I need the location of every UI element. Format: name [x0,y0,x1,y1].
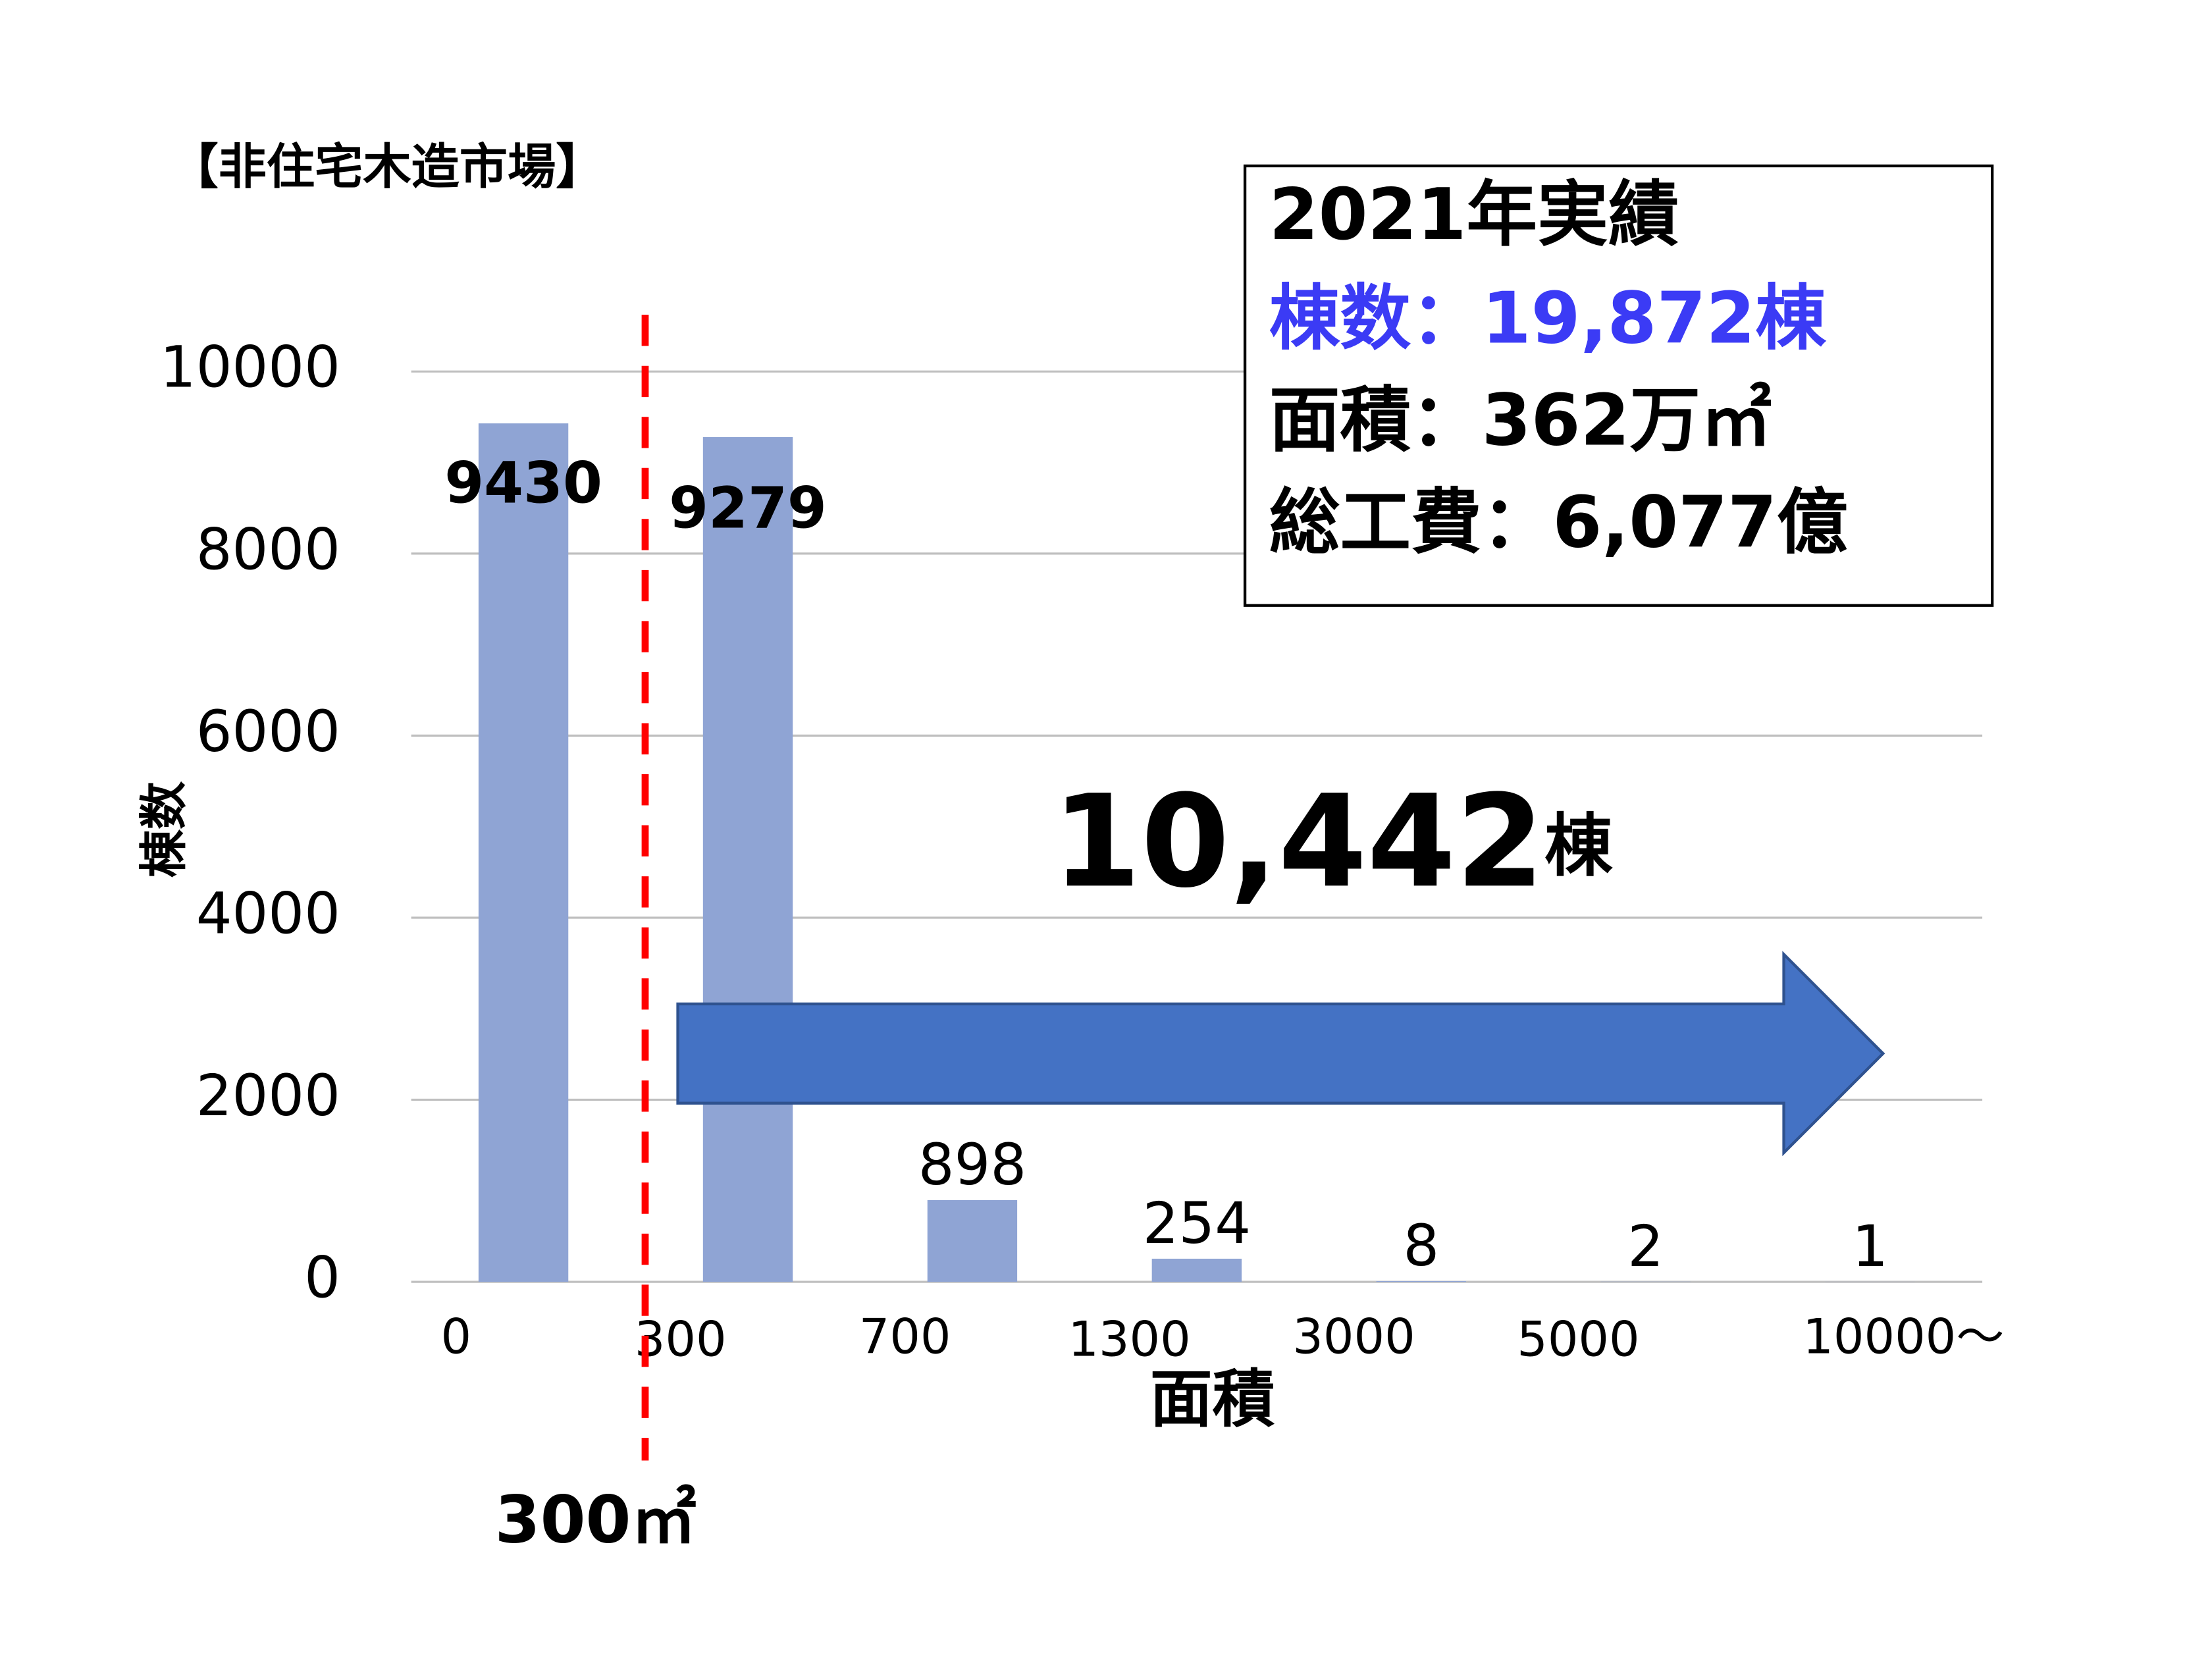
y-tick-label: 8000 [196,517,340,583]
x-tick-label: 3000 [1292,1309,1415,1365]
y-tick-label: 0 [304,1245,340,1311]
bar [478,423,569,1282]
bar [702,437,793,1282]
x-tick-label: 1300 [1068,1312,1190,1368]
summary-cost: 総工費：6,077億 [1269,482,1848,564]
chart-title: 【非住宅木造市場】 [170,139,604,195]
bar [1151,1258,1242,1282]
y-tick-label: 4000 [196,881,340,947]
summary-count: 棟数：19,872棟 [1269,277,1827,359]
data-label: 9430 [444,450,602,516]
data-label: 9279 [669,476,827,542]
bar [927,1199,1018,1282]
x-tick-label: 10000～ [1803,1309,2004,1365]
x-tick-label: 300 [635,1312,727,1368]
annotation-unit: 棟 [1544,807,1613,886]
summary-box [1243,164,1994,607]
x-tick-label: 0 [441,1309,472,1365]
x-tick-label: 5000 [1517,1312,1639,1368]
y-axis-label: 棟数 [136,781,192,878]
data-label: 2 [1627,1214,1664,1280]
annotation: 10,442棟 [1052,768,1613,916]
y-tick-label: 10000 [160,335,340,401]
x-axis-label: 面積 [1150,1363,1275,1436]
arrow [676,951,1885,1157]
annotation-number: 10,442 [1052,768,1544,916]
x-tick-label: 700 [859,1309,951,1365]
threshold-label: 300㎡ [495,1483,697,1558]
y-tick-label: 2000 [196,1063,340,1129]
summary-heading: 2021年実績 [1269,174,1679,256]
data-label: 898 [918,1132,1026,1198]
bar [1376,1280,1466,1282]
y-tick-label: 6000 [196,699,340,765]
data-label: 1 [1852,1214,1888,1280]
data-label: 8 [1403,1213,1439,1279]
data-label: 254 [1143,1191,1251,1257]
summary-area: 面積：362万㎡ [1269,379,1772,461]
